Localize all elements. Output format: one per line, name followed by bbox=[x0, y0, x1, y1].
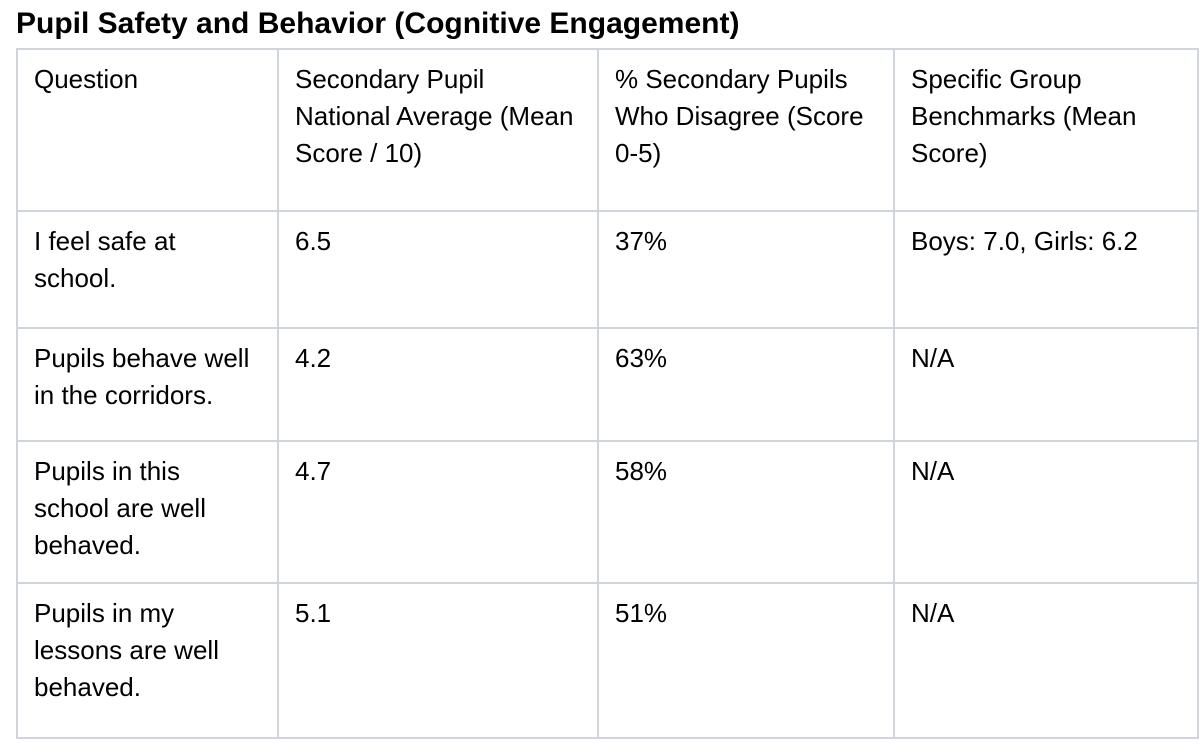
cell-question: Pupils in this school are well behaved. bbox=[16, 440, 279, 584]
cell-question: Pupils behave well in the corridors. bbox=[16, 327, 279, 442]
cell-percent-disagree: 37% bbox=[597, 210, 895, 329]
table-row: Pupils in this school are well behaved. … bbox=[16, 440, 1199, 584]
cell-national-average: 6.5 bbox=[277, 210, 599, 329]
table-row: I feel safe at school. 6.5 37% Boys: 7.0… bbox=[16, 210, 1199, 329]
table-row: Pupils behave well in the corridors. 4.2… bbox=[16, 327, 1199, 442]
cell-percent-disagree: 63% bbox=[597, 327, 895, 442]
cell-national-average: 4.2 bbox=[277, 327, 599, 442]
column-header-question: Question bbox=[16, 48, 279, 212]
cell-group-benchmarks: N/A bbox=[893, 440, 1199, 584]
table-header-row: Question Secondary Pupil National Averag… bbox=[16, 48, 1199, 212]
column-header-percent-disagree: % Secondary Pupils Who Disagree (Score 0… bbox=[597, 48, 895, 212]
cell-national-average: 4.7 bbox=[277, 440, 599, 584]
cell-percent-disagree: 58% bbox=[597, 440, 895, 584]
cell-group-benchmarks: Boys: 7.0, Girls: 6.2 bbox=[893, 210, 1199, 329]
cell-group-benchmarks: N/A bbox=[893, 582, 1199, 739]
pupil-safety-table: Question Secondary Pupil National Averag… bbox=[16, 48, 1199, 739]
cell-question: I feel safe at school. bbox=[16, 210, 279, 329]
cell-group-benchmarks: N/A bbox=[893, 327, 1199, 442]
column-header-national-average: Secondary Pupil National Average (Mean S… bbox=[277, 48, 599, 212]
column-header-group-benchmarks: Specific Group Benchmarks (Mean Score) bbox=[893, 48, 1199, 212]
cell-national-average: 5.1 bbox=[277, 582, 599, 739]
cell-question: Pupils in my lessons are well behaved. bbox=[16, 582, 279, 739]
page-title: Pupil Safety and Behavior (Cognitive Eng… bbox=[16, 7, 740, 40]
cell-percent-disagree: 51% bbox=[597, 582, 895, 739]
table-row: Pupils in my lessons are well behaved. 5… bbox=[16, 582, 1199, 739]
